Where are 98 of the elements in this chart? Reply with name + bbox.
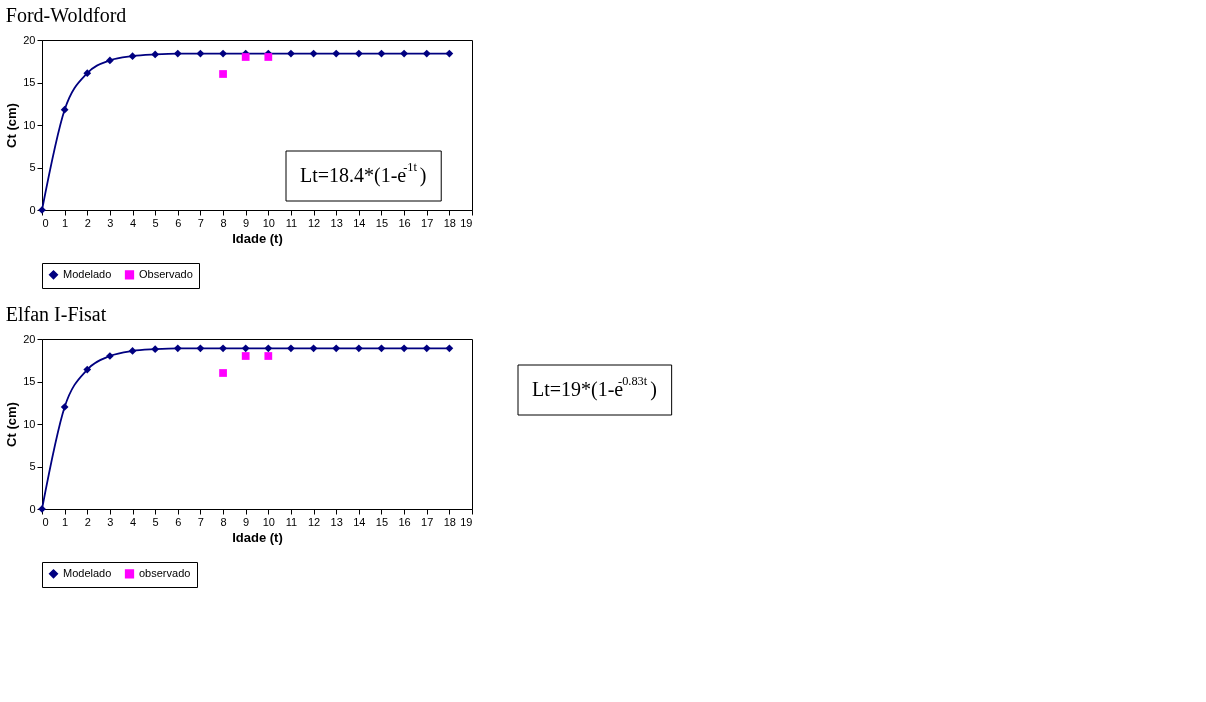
point xyxy=(241,352,250,360)
x-tick-label: 18 xyxy=(443,515,456,528)
legend-label: observado xyxy=(139,566,191,579)
x-tick-label: 15 xyxy=(375,515,389,528)
x-tick-label: 0 xyxy=(42,515,49,528)
x-tick-label: 6 xyxy=(175,216,182,229)
legend-label: Observado xyxy=(139,267,193,280)
point xyxy=(219,70,227,78)
x-tick-label: 3 xyxy=(107,515,114,528)
x-tick-label: 19 xyxy=(460,216,473,229)
y-axis-title: Ct (cm) xyxy=(4,402,20,447)
point xyxy=(173,344,182,353)
x-tick-label: 11 xyxy=(285,216,298,229)
x-tick-label: 9 xyxy=(243,216,250,229)
x-tick-label: 12 xyxy=(307,216,321,229)
x-axis-title: Idade (t) xyxy=(232,230,283,246)
x-tick-label: 10 xyxy=(262,216,275,229)
point xyxy=(287,49,295,58)
point xyxy=(377,344,386,353)
y-tick-label: 5 xyxy=(29,161,36,173)
chart-title: Ford-Woldford xyxy=(5,4,127,26)
x-tick-label: 5 xyxy=(152,515,159,528)
point xyxy=(219,49,227,58)
x-tick-label: 10 xyxy=(262,515,275,528)
point xyxy=(151,50,160,59)
point xyxy=(106,56,114,65)
x-tick-label: 13 xyxy=(330,515,343,528)
x-tick-label: 9 xyxy=(243,515,250,528)
legend-label: Modelado xyxy=(63,267,112,280)
point xyxy=(219,344,227,353)
x-axis-title: Idade (t) xyxy=(232,529,283,545)
x-tick-label: 7 xyxy=(197,216,204,229)
point xyxy=(264,53,273,61)
point xyxy=(60,403,69,411)
y-tick-label: 15 xyxy=(23,375,36,387)
x-tick-label: 18 xyxy=(443,216,456,229)
x-tick-label: 1 xyxy=(62,515,69,528)
x-tick-label: 5 xyxy=(152,216,159,229)
point xyxy=(83,365,92,374)
x-tick-label: 14 xyxy=(353,515,366,528)
x-tick-label: 4 xyxy=(129,515,137,528)
point xyxy=(128,52,137,61)
point xyxy=(422,49,431,58)
x-tick-label: 8 xyxy=(220,216,227,229)
x-tick-label: 7 xyxy=(197,515,204,528)
y-tick-label: 20 xyxy=(23,33,36,46)
point xyxy=(196,49,205,58)
point xyxy=(309,49,318,58)
point xyxy=(400,49,408,58)
point xyxy=(400,344,408,353)
point xyxy=(241,53,250,61)
x-tick-label: 14 xyxy=(353,216,366,229)
point xyxy=(128,347,137,355)
point xyxy=(354,344,363,353)
y-tick-label: 10 xyxy=(23,417,36,430)
point xyxy=(173,49,182,58)
y-tick-label: 0 xyxy=(29,203,36,216)
point xyxy=(151,345,160,354)
x-tick-label: 2 xyxy=(84,216,91,229)
point xyxy=(219,369,227,377)
x-tick-label: 16 xyxy=(398,515,411,528)
y-tick-label: 0 xyxy=(29,502,36,515)
x-tick-label: 3 xyxy=(107,216,114,229)
point xyxy=(354,49,363,58)
legend-label: Modelado xyxy=(63,566,112,579)
y-tick-label: 20 xyxy=(23,332,36,345)
x-tick-label: 1 xyxy=(62,216,69,229)
x-tick-label: 4 xyxy=(129,216,137,229)
y-axis-title: Ct (cm) xyxy=(4,103,20,148)
point xyxy=(445,49,454,58)
point xyxy=(264,344,273,353)
y-tick-label: 15 xyxy=(23,76,36,88)
x-tick-label: 6 xyxy=(175,515,182,528)
x-tick-label: 19 xyxy=(460,515,473,528)
point xyxy=(309,344,318,353)
x-tick-label: 8 xyxy=(220,515,227,528)
point xyxy=(241,344,250,353)
x-tick-label: 12 xyxy=(307,515,321,528)
x-tick-label: 0 xyxy=(42,216,49,229)
x-tick-label: 16 xyxy=(398,216,411,229)
x-tick-label: 13 xyxy=(330,216,343,229)
point xyxy=(332,344,341,353)
x-tick-label: 11 xyxy=(285,515,298,528)
chart-title: Elfan I-Fisat xyxy=(5,303,107,325)
x-tick-label: 2 xyxy=(84,515,91,528)
point xyxy=(83,69,92,78)
point xyxy=(422,344,431,353)
y-tick-label: 10 xyxy=(23,118,36,131)
point xyxy=(445,344,454,353)
y-tick-label: 5 xyxy=(29,460,36,472)
x-tick-label: 17 xyxy=(421,515,434,528)
x-tick-label: 17 xyxy=(421,216,434,229)
point xyxy=(287,344,295,353)
point xyxy=(264,352,273,360)
x-tick-label: 15 xyxy=(375,216,389,229)
point xyxy=(332,49,341,58)
point xyxy=(60,105,69,114)
point xyxy=(196,344,205,353)
